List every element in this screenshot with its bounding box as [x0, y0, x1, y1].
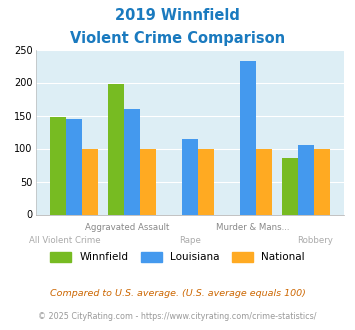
Bar [108, 84, 124, 214]
Bar [50, 117, 66, 214]
Bar [240, 61, 256, 214]
Bar [198, 148, 214, 214]
Text: All Violent Crime: All Violent Crime [29, 236, 100, 245]
Bar [140, 148, 156, 214]
Bar [282, 158, 298, 215]
Text: Aggravated Assault: Aggravated Assault [85, 223, 169, 232]
Bar [256, 148, 272, 214]
Bar [314, 148, 330, 214]
Text: Rape: Rape [179, 236, 201, 245]
Bar [82, 148, 98, 214]
Text: Violent Crime Comparison: Violent Crime Comparison [70, 31, 285, 46]
Bar [124, 109, 140, 214]
Text: Compared to U.S. average. (U.S. average equals 100): Compared to U.S. average. (U.S. average … [50, 289, 305, 298]
Bar [298, 145, 314, 214]
Bar [66, 119, 82, 214]
Text: 2019 Winnfield: 2019 Winnfield [115, 8, 240, 23]
Bar [182, 139, 198, 214]
Text: © 2025 CityRating.com - https://www.cityrating.com/crime-statistics/: © 2025 CityRating.com - https://www.city… [38, 312, 317, 321]
Text: Murder & Mans...: Murder & Mans... [216, 223, 289, 232]
Text: Robbery: Robbery [297, 236, 333, 245]
Legend: Winnfield, Louisiana, National: Winnfield, Louisiana, National [46, 248, 309, 267]
